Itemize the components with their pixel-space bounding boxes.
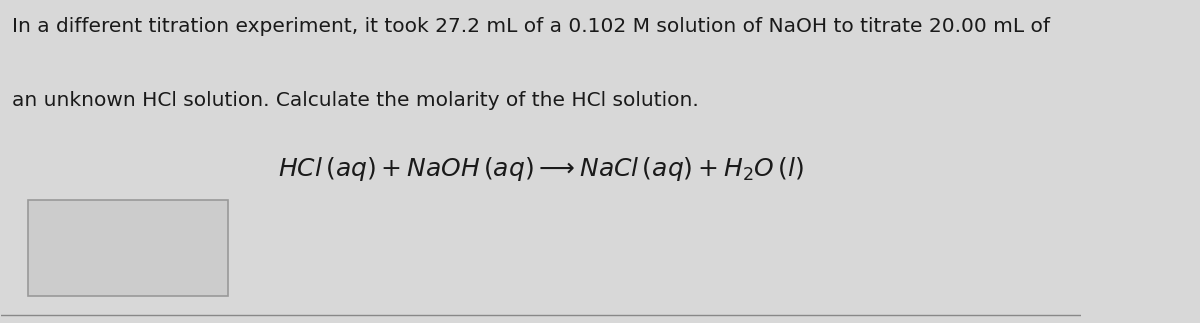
Text: $\mathit{HCl}\,(\mathit{aq}) + \mathit{NaOH}\,(\mathit{aq}) \longrightarrow \mat: $\mathit{HCl}\,(\mathit{aq}) + \mathit{N… [278, 155, 804, 183]
Text: an unknown HCl solution. Calculate the molarity of the HCl solution.: an unknown HCl solution. Calculate the m… [12, 91, 698, 110]
Bar [29, 200, 228, 296]
Text: In a different titration experiment, it took 27.2 mL of a 0.102 M solution of Na: In a different titration experiment, it … [12, 17, 1050, 36]
